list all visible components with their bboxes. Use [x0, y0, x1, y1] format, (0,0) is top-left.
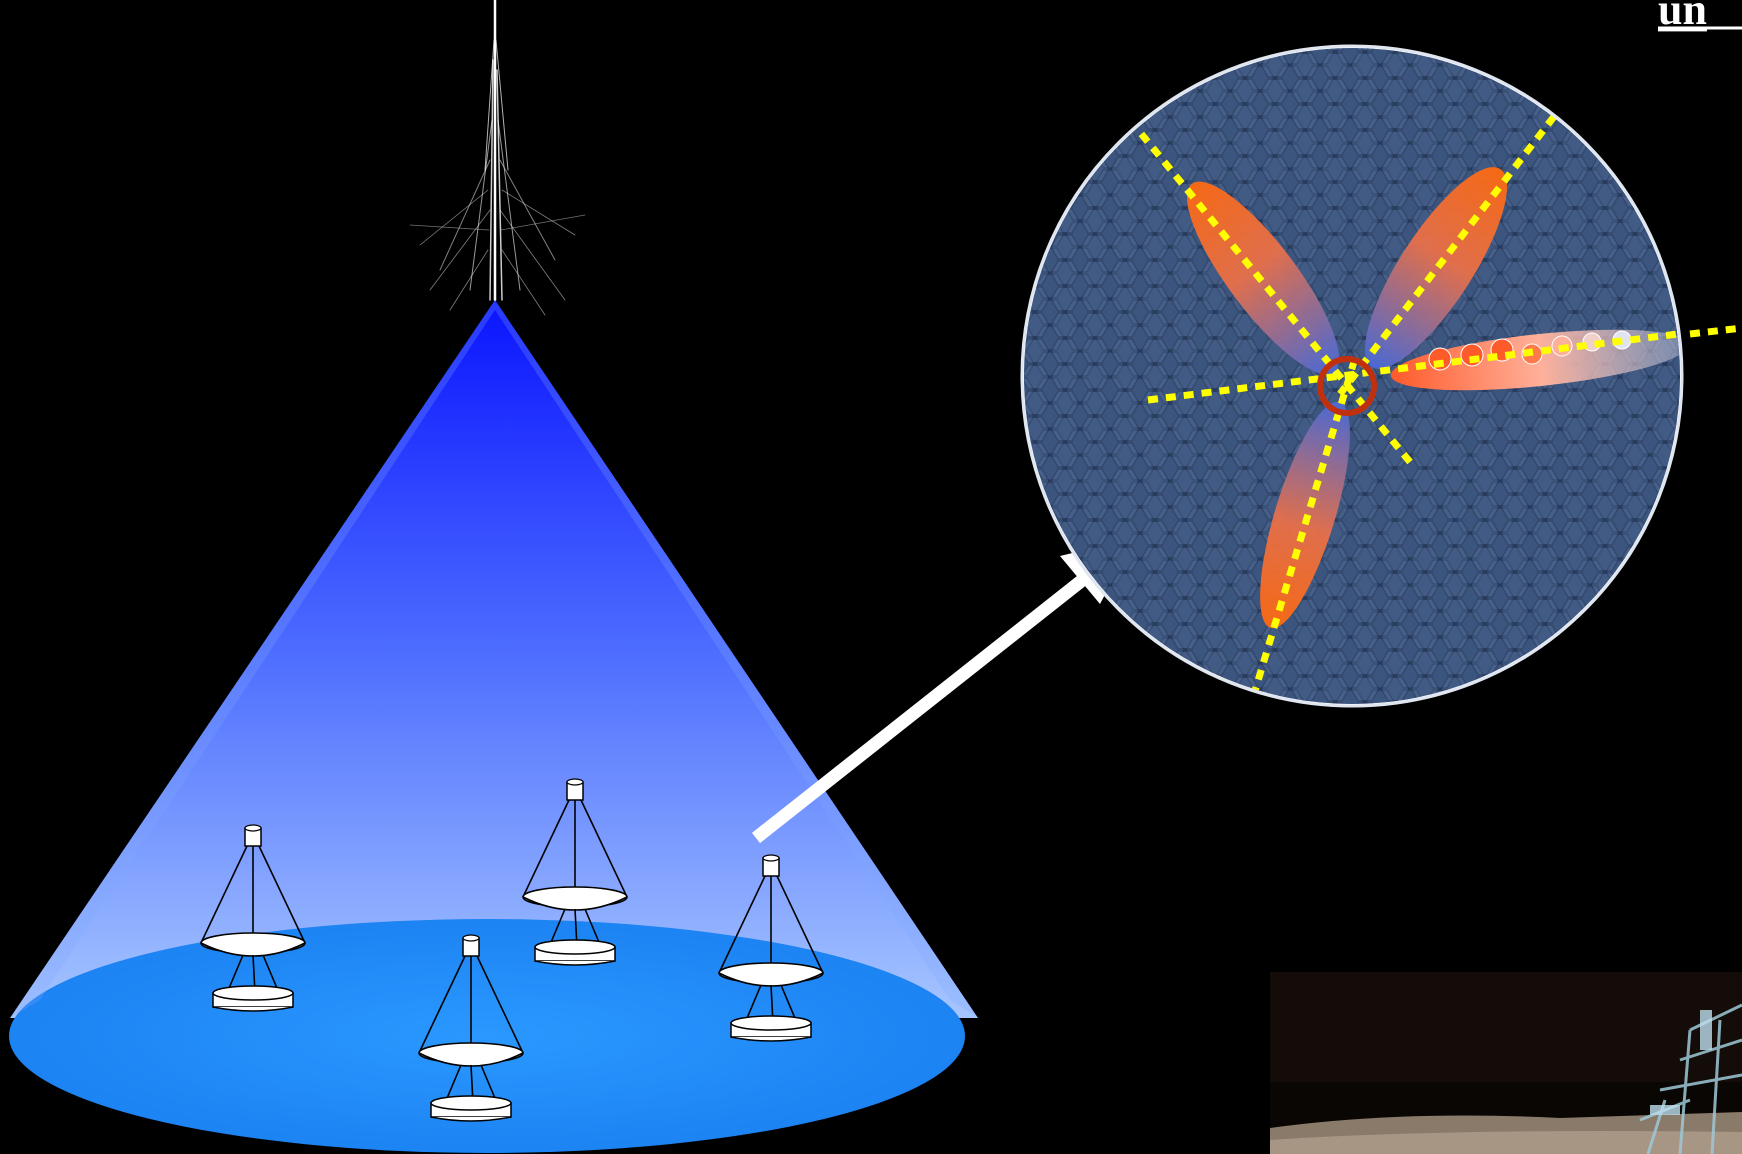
telescope — [718, 854, 824, 1042]
telescope — [200, 824, 306, 1012]
zoom-arrow — [751, 538, 1135, 844]
telescope-array — [200, 778, 824, 1122]
cherenkov-light-cone — [10, 300, 978, 1018]
air-shower — [409, 0, 586, 316]
axis-line-horizontal — [1147, 322, 1680, 404]
telescope-photo — [1270, 972, 1742, 1154]
axis-line-lower — [1244, 353, 1360, 704]
telescope — [522, 778, 628, 966]
camera-image — [1020, 44, 1684, 708]
source-position-marker — [1317, 356, 1377, 416]
telescope — [418, 934, 524, 1122]
